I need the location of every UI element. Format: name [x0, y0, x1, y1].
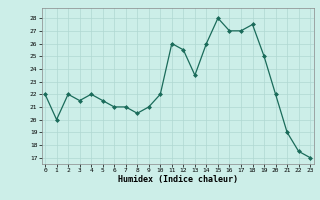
X-axis label: Humidex (Indice chaleur): Humidex (Indice chaleur)	[118, 175, 237, 184]
